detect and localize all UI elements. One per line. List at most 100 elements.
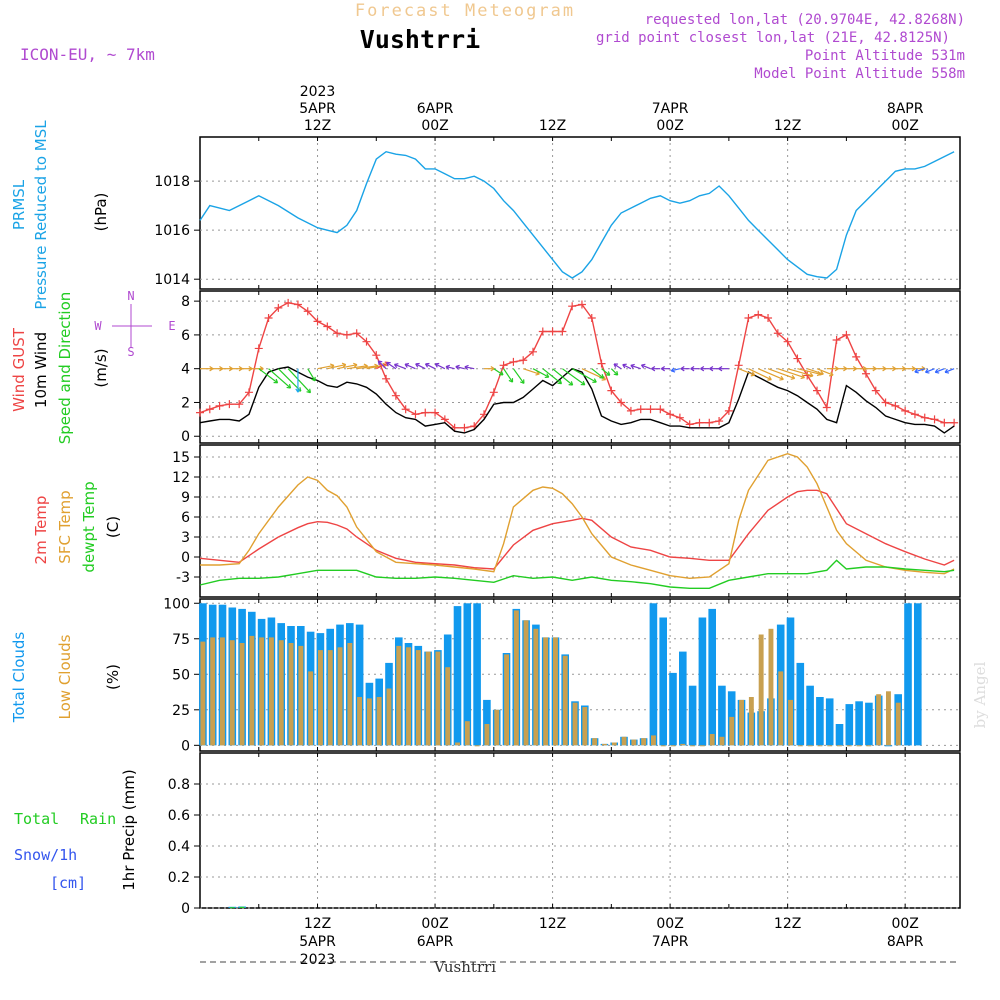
wind-arrow-shaft <box>404 363 416 370</box>
wind-arrow-head <box>508 378 514 383</box>
wind-arrow <box>944 368 955 374</box>
wind-arrow <box>846 366 857 372</box>
wind-arrow-head <box>434 362 440 368</box>
wind-arrow-shaft <box>532 368 550 378</box>
precip-unit-label: 1hr Precip (mm) <box>120 769 138 890</box>
precip-bar-1 <box>239 906 245 908</box>
wind-arrow-shaft <box>287 368 311 394</box>
gust-marker <box>832 335 841 344</box>
wind-arrow <box>700 366 710 372</box>
wind-arrow <box>865 366 877 372</box>
wind-arrow-shaft <box>552 368 574 386</box>
pressure-labels: PRMSL Pressure Reduced to MSL (hPa) <box>10 120 110 310</box>
top-time-label: 12Z <box>539 118 566 134</box>
clouds-panel: 0 25 50 75 100 <box>163 596 961 754</box>
wind-arrow <box>295 368 301 393</box>
wind-arrow-head <box>601 375 607 381</box>
gust-marker <box>940 418 949 427</box>
clouds-bar-1 <box>621 736 627 746</box>
wind-arrow <box>523 368 540 376</box>
wind-arrow-shaft <box>816 368 834 376</box>
wind-arrow-head <box>750 371 756 377</box>
clouds-bar-0 <box>914 603 922 746</box>
wind-arrow-shaft <box>307 368 316 382</box>
gust-marker <box>293 300 302 309</box>
temp-panel: -3 0 3 6 9 12 15 <box>172 444 961 598</box>
wind-arrow-shaft <box>258 368 278 384</box>
wind-arrow-shaft <box>394 363 406 370</box>
wind-arrow <box>571 368 597 383</box>
clouds-bar-1 <box>641 738 647 746</box>
clouds-bar-0 <box>845 704 854 746</box>
wind-arrow <box>613 363 622 370</box>
wind-arrow-shaft <box>386 362 397 370</box>
wind-arrow-shaft <box>914 368 925 373</box>
wind-arrow-head <box>605 371 611 376</box>
clouds-bar-1 <box>758 634 764 746</box>
wind-arrow <box>386 361 397 370</box>
temp-ytick-label: 9 <box>181 490 190 506</box>
top-time-label: 7APR <box>652 101 689 117</box>
wind-arrow-head <box>286 384 292 389</box>
clouds-bar-1 <box>778 671 784 746</box>
clouds-bar-1 <box>455 742 460 746</box>
wind-arrow <box>630 363 641 370</box>
clouds-bar-1 <box>425 651 431 746</box>
clouds-bar-0 <box>659 617 667 746</box>
wind-arrow-shaft <box>562 368 586 386</box>
wind-arrow-shaft <box>503 368 514 383</box>
pressure-frame <box>199 136 961 290</box>
wind-arrow-shaft <box>512 368 525 384</box>
temp-ytick-label: 12 <box>172 470 190 486</box>
wind-arrow-shaft <box>738 368 755 376</box>
clouds-bar-1 <box>797 745 803 747</box>
gust-marker <box>362 337 371 346</box>
wind-arrow <box>670 367 681 373</box>
temp-ytick-label: -3 <box>176 570 190 586</box>
wind-arrow-shaft <box>787 368 814 377</box>
temp-ytick-label: 0 <box>181 550 190 566</box>
sfc-temp-label: SFC Temp <box>56 490 74 563</box>
temp-ytick-label: 15 <box>172 450 190 466</box>
gust-marker <box>822 403 831 412</box>
clouds-bar-1 <box>366 698 372 746</box>
clouds-ytick-label: 50 <box>172 667 190 683</box>
footer-location: Vushtrri <box>433 958 496 976</box>
wind-arrow-head <box>393 363 399 369</box>
wind-arrow <box>268 368 292 389</box>
clouds-bar-0 <box>718 685 726 746</box>
gust-marker <box>225 400 234 409</box>
gust-marker <box>391 391 400 400</box>
clouds-bar-1 <box>788 699 793 746</box>
clouds-bar-1 <box>768 628 774 746</box>
wind-arrow <box>610 368 619 376</box>
wind-arrow <box>377 360 387 370</box>
pressure-panel: 1014 1016 1018 <box>154 136 961 290</box>
clouds-bar-1 <box>709 734 715 746</box>
wind-arrow <box>651 366 661 372</box>
pressure-series-0 <box>199 150 955 279</box>
wind-arrow-head <box>557 379 563 385</box>
clouds-bar-0 <box>355 624 364 746</box>
model-label: ICON-EU, ~ 7km <box>20 45 155 64</box>
wind-arrow <box>532 368 550 379</box>
gust-marker <box>313 317 322 326</box>
clouds-bar-0 <box>884 745 893 747</box>
clouds-bar-1 <box>494 709 500 746</box>
gust-marker <box>852 352 861 361</box>
precip-ytick-label: 0.8 <box>168 777 190 793</box>
clouds-bar-0 <box>453 606 462 746</box>
gust-marker <box>734 361 743 370</box>
temp-labels: 2m Temp SFC Temp dewpt Temp (C) <box>32 481 122 572</box>
clouds-bar-1 <box>484 724 490 746</box>
wind-arrow-shaft <box>591 368 604 379</box>
gust-marker <box>636 405 645 414</box>
clouds-bar-1 <box>572 702 578 746</box>
wind-arrow <box>709 366 720 372</box>
wind-arrow-head <box>934 368 940 374</box>
clouds-bar-1 <box>347 643 353 746</box>
clouds-bar-1 <box>337 647 343 746</box>
wind-arrow <box>307 368 316 382</box>
precip-bar-1 <box>229 907 235 909</box>
clouds-bar-1 <box>523 620 529 746</box>
